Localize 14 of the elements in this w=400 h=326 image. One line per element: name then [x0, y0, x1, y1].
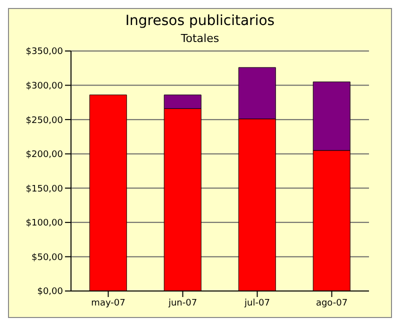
y-tick-label: $150,00: [26, 184, 64, 194]
y-tick-label: $200,00: [26, 150, 64, 160]
y-tick-label: $350,00: [26, 47, 64, 58]
chart-title: Ingresos publicitarios: [124, 12, 276, 29]
x-tick-label: jul-07: [244, 298, 270, 308]
x-tick-label: may-07: [91, 298, 126, 308]
y-tick-label: $300,00: [26, 81, 64, 92]
y-tick-label: $0,00: [37, 287, 64, 298]
x-tick-label: jun-07: [167, 298, 198, 308]
x-tick-label: ago-07: [316, 298, 348, 308]
y-tick-label: $250,00: [26, 116, 64, 126]
y-tick-label: $50,00: [32, 252, 64, 263]
y-tick-label: $100,00: [26, 218, 64, 229]
chart-subtitle: Totales: [180, 31, 220, 45]
